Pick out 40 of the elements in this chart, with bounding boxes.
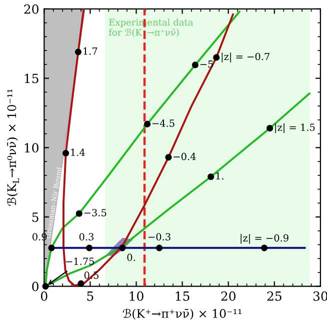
point [62,150,70,156]
point [144,120,151,128]
annotation: −1.75 [66,258,94,265]
annotation: |z| = −0.7 [222,52,270,62]
point [74,48,82,56]
point [213,54,220,61]
point [156,244,163,252]
annotation: |z| = −0.9 [240,234,288,244]
point [48,244,55,252]
annotation: −3.5 [84,208,106,216]
point [208,173,214,180]
point [76,210,82,217]
y-axis-title: ℬ(KL→π⁰νν̄) × 10⁻¹¹ [6,89,19,206]
annotation: 0.3 [79,233,94,240]
point [192,62,198,68]
annotation: |z| = 1.5 [275,123,315,134]
y-tick-label: 15 [24,74,38,84]
point [260,244,268,252]
annotation: 1.4 [71,148,85,156]
point [266,124,274,132]
annotation: −0.4 [174,152,196,160]
x-tick-label: 0 [40,291,48,301]
y-tick-label: 0 [32,282,38,292]
x-tick-label: 10 [130,291,144,301]
annotation: 0. [127,254,135,261]
y-tick-label: 20 [24,4,38,14]
point [78,280,84,287]
x-tick-label: 20 [221,291,236,301]
x-axis-title: ℬ(K⁺→π⁺νν̄) × 10⁻¹¹ [122,308,242,320]
x-tick-label: 15 [176,291,190,301]
x-tick-label: 5 [87,292,94,301]
y-tick-label: 10 [24,143,38,153]
y-tick-label: 5 [32,212,38,222]
point [86,244,93,252]
annotation: 1.7 [84,47,98,55]
x-tick-label: 25 [267,291,282,301]
annotation: 1. [216,172,224,180]
annotation: −0.3 [148,233,170,240]
point [165,154,172,161]
annotation: −4.5 [152,120,174,127]
